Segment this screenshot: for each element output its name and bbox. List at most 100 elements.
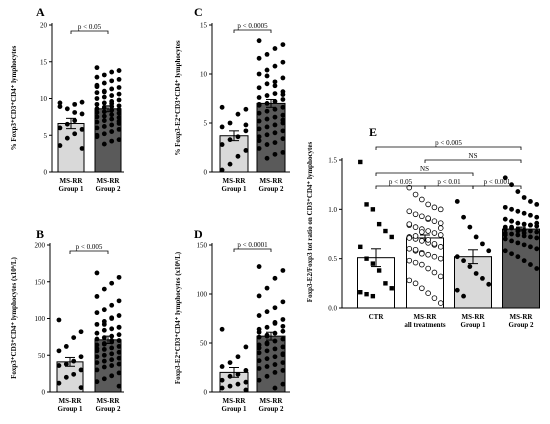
data-point — [219, 104, 225, 110]
data-point — [57, 104, 63, 109]
significance-bracket — [70, 30, 109, 34]
data-point — [264, 116, 270, 122]
data-point — [101, 352, 107, 358]
data-point — [264, 93, 270, 98]
data-point — [431, 204, 438, 211]
data-point — [515, 189, 521, 194]
data-point — [256, 101, 262, 107]
data-point — [109, 112, 115, 118]
significance-label: p < 0.005 — [76, 243, 103, 251]
data-point — [94, 65, 100, 71]
data-point — [64, 121, 70, 127]
data-point — [243, 148, 249, 153]
data-point — [256, 329, 262, 335]
data-point — [64, 106, 70, 112]
data-point — [94, 90, 100, 96]
data-point — [243, 387, 249, 393]
bar — [57, 122, 85, 173]
data-point — [101, 124, 107, 129]
data-point — [280, 381, 286, 387]
data-point — [280, 299, 286, 305]
data-point — [235, 371, 241, 377]
category-label: MS-RR — [59, 397, 83, 405]
category-label: Group 1 — [222, 185, 247, 193]
data-point — [528, 234, 533, 240]
data-point — [264, 124, 270, 130]
y-tick-label: 1.5 — [328, 157, 337, 165]
data-point — [280, 323, 286, 329]
y-tick-label: 20 — [40, 22, 48, 30]
data-point — [94, 336, 100, 342]
data-point — [57, 100, 63, 106]
data-point — [56, 348, 62, 354]
data-point — [116, 298, 122, 304]
data-point — [467, 224, 473, 230]
category-label: Group 2 — [259, 405, 284, 413]
data-point — [419, 196, 425, 203]
data-point — [116, 344, 122, 349]
data-point — [109, 373, 115, 379]
data-point — [264, 348, 270, 354]
data-point — [425, 265, 431, 272]
data-point — [419, 261, 425, 268]
bar — [256, 335, 286, 393]
data-point — [486, 281, 492, 287]
data-point — [437, 220, 444, 226]
data-point — [71, 371, 77, 377]
data-point — [56, 363, 62, 368]
y-tick-label: 150 — [35, 278, 46, 286]
panel-b: B Foxp3⁺CD3⁺CD4⁺ lymphocytes (x10⁶/L) 0 50 1… — [10, 227, 124, 413]
data-point — [425, 251, 431, 258]
data-point — [358, 244, 363, 250]
data-point — [94, 330, 100, 336]
category-label: Group 2 — [96, 185, 121, 193]
data-point — [425, 228, 431, 234]
data-point — [280, 117, 286, 123]
data-point — [406, 246, 413, 252]
data-point — [272, 362, 278, 367]
y-tick-label: 50 — [38, 352, 46, 360]
significance-label: p < 0.0001 — [237, 241, 268, 249]
data-point — [264, 132, 270, 138]
data-point — [412, 259, 419, 266]
category-label: MS-RR — [223, 177, 247, 185]
data-point — [243, 344, 249, 350]
data-point — [227, 373, 233, 379]
data-point — [101, 321, 107, 327]
panel-d: D Foxp3-E2⁺CD3⁺CD4⁺ lymphocytes (x10⁶/L) 0… — [174, 227, 290, 413]
data-point — [437, 232, 444, 238]
significance-label: p < 0.0005 — [237, 22, 268, 30]
data-point — [101, 327, 107, 333]
category-label: MS-RR — [414, 313, 438, 321]
y-axis-label: % Foxp3⁺CD3⁺CD4⁺ lymphocytes — [10, 45, 18, 150]
data-point — [521, 195, 527, 200]
data-point — [280, 317, 286, 322]
data-point — [72, 118, 78, 123]
data-point — [227, 360, 233, 365]
data-point — [406, 277, 413, 284]
data-point — [280, 75, 286, 81]
data-point — [116, 355, 122, 361]
data-point — [256, 334, 262, 340]
data-point — [370, 207, 376, 212]
data-point — [116, 85, 122, 90]
data-point — [419, 285, 425, 292]
y-tick-label: 0 — [42, 389, 46, 397]
y-axis-label: Foxp3⁺CD3⁺CD4⁺ lymphocytes (x10⁶/L) — [10, 256, 18, 378]
data-point — [280, 268, 286, 273]
significance-bracket — [375, 172, 474, 176]
data-point — [94, 106, 100, 112]
data-point — [521, 221, 527, 227]
data-point — [109, 338, 115, 343]
data-point — [280, 42, 286, 47]
data-point — [272, 83, 278, 89]
significance-label: p < 0.05 — [78, 23, 102, 31]
data-point — [431, 295, 438, 301]
data-point — [534, 220, 540, 226]
y-tick-label: 0 — [204, 389, 208, 397]
data-point — [94, 125, 100, 131]
data-point — [109, 302, 115, 308]
data-point — [56, 380, 62, 386]
category-label: Group 1 — [58, 405, 83, 413]
y-tick-label: 0 — [44, 169, 48, 177]
